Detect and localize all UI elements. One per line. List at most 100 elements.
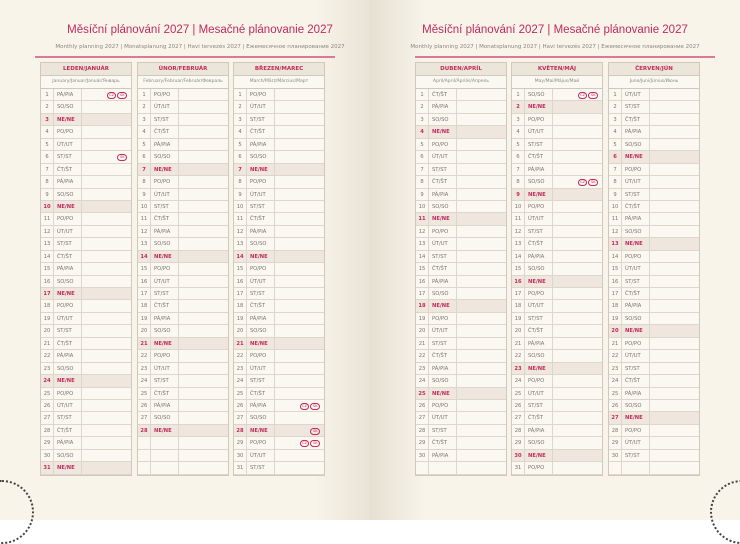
day-row[interactable]: 8 PO/PO	[234, 176, 324, 189]
day-row[interactable]: 11 PÁ/PIA	[609, 213, 699, 226]
day-row[interactable]: 22 ÚT/UT	[609, 350, 699, 363]
day-row[interactable]: 12 PÁ/PIA	[234, 225, 324, 239]
day-row[interactable]: 28 ST/ST	[416, 424, 506, 438]
day-row[interactable]: 25 ČT/ŠT	[234, 387, 324, 400]
day-row[interactable]: 7 PO/PO	[609, 163, 699, 177]
day-row[interactable]: 25 ČT/ŠT	[138, 387, 228, 400]
day-row[interactable]: 4 ČT/ŠT	[138, 126, 228, 139]
day-row[interactable]	[138, 462, 228, 475]
day-row[interactable]: 9 ÚT/UT	[138, 188, 228, 201]
day-row[interactable]: 16 SO/SO	[41, 275, 131, 288]
day-row[interactable]: 27 ÚT/UT	[416, 412, 506, 425]
day-row[interactable]: 3 SO/SO	[416, 113, 506, 127]
day-row[interactable]: 26 PÁ/PIA	[138, 399, 228, 413]
day-row[interactable]: 24 ST/ST	[234, 375, 324, 388]
day-row[interactable]: 6 ST/ST SK	[41, 151, 131, 164]
day-row[interactable]: 12 PÁ/PIA	[138, 225, 228, 239]
day-row[interactable]: 1 PO/PO	[234, 89, 324, 102]
day-row[interactable]: 8 ČT/ŠT	[416, 176, 506, 189]
day-row[interactable]: 2 ÚT/UT	[138, 101, 228, 114]
day-row[interactable]: 28 PO/PO	[609, 424, 699, 438]
day-row[interactable]: 5 SO/SO	[609, 138, 699, 152]
day-row[interactable]: 19 SO/SO	[609, 312, 699, 326]
day-row[interactable]: 23 PÁ/PIA	[416, 362, 506, 376]
day-row[interactable]: 31 PO/PO	[512, 462, 602, 475]
day-row[interactable]	[138, 449, 228, 463]
day-row[interactable]: 9 NE/NE	[512, 188, 602, 201]
day-row[interactable]: 4 NE/NE	[416, 126, 506, 139]
day-row[interactable]: 3 ČT/ŠT	[609, 113, 699, 127]
day-row[interactable]: 28 NE/NE SK	[234, 424, 324, 438]
day-row[interactable]: 14 ČT/ŠT	[41, 250, 131, 264]
day-row[interactable]: 5 PÁ/PIA	[138, 138, 228, 152]
day-row[interactable]: 15 ČT/ŠT	[416, 263, 506, 276]
day-row[interactable]: 24 ČT/ŠT	[609, 375, 699, 388]
day-row[interactable]: 14 ST/ST	[416, 250, 506, 264]
day-row[interactable]: 28 ČT/ŠT	[41, 424, 131, 438]
day-row[interactable]: 8 PO/PO	[138, 176, 228, 189]
day-row[interactable]: 27 ST/ST	[41, 412, 131, 425]
day-row[interactable]: 16 ST/ST	[609, 275, 699, 288]
day-row[interactable]	[609, 462, 699, 475]
day-row[interactable]: 23 NE/NE	[512, 362, 602, 376]
day-row[interactable]: 4 PÁ/PIA	[609, 126, 699, 139]
day-row[interactable]: 7 ČT/ŠT	[41, 163, 131, 177]
day-row[interactable]: 20 SO/SO	[234, 325, 324, 338]
day-row[interactable]: 24 SO/SO	[416, 375, 506, 388]
day-row[interactable]: 13 NE/NE	[609, 238, 699, 251]
day-row[interactable]: 26 PO/PO	[416, 399, 506, 413]
day-row[interactable]: 14 PÁ/PIA	[512, 250, 602, 264]
day-row[interactable]: 27 ČT/ŠT	[512, 412, 602, 425]
day-row[interactable]: 5 ST/ST	[512, 138, 602, 152]
day-row[interactable]: 19 PÁ/PIA	[234, 312, 324, 326]
day-row[interactable]: 6 ČT/ŠT	[512, 151, 602, 164]
day-row[interactable]: 24 ST/ST	[138, 375, 228, 388]
day-row[interactable]: 25 PO/PO	[41, 387, 131, 400]
day-row[interactable]: 29 SO/SO	[512, 437, 602, 450]
day-row[interactable]: 1 SO/SO CZ SK	[512, 89, 602, 102]
day-row[interactable]: 25 ÚT/UT	[512, 387, 602, 400]
day-row[interactable]: 17 ST/ST	[138, 288, 228, 301]
day-row[interactable]: 20 NE/NE	[609, 325, 699, 338]
day-row[interactable]: 13 SO/SO	[234, 238, 324, 251]
day-row[interactable]	[138, 437, 228, 450]
day-row[interactable]: 8 ÚT/UT	[609, 176, 699, 189]
day-row[interactable]: 17 ST/ST	[234, 288, 324, 301]
day-row[interactable]: 14 PO/PO	[609, 250, 699, 264]
day-row[interactable]: 26 SO/SO	[609, 399, 699, 413]
day-row[interactable]: 6 NE/NE	[609, 151, 699, 164]
day-row[interactable]: 31 ST/ST	[234, 462, 324, 475]
day-row[interactable]: 8 SO/SO CZ SK	[512, 176, 602, 189]
day-row[interactable]: 5 PO/PO	[416, 138, 506, 152]
day-row[interactable]: 17 SO/SO	[416, 288, 506, 301]
day-row[interactable]: 15 SO/SO	[512, 263, 602, 276]
day-row[interactable]: 16 ÚT/UT	[234, 275, 324, 288]
day-row[interactable]: 30 NE/NE	[512, 449, 602, 463]
day-row[interactable]: 9 SO/SO	[41, 188, 131, 201]
day-row[interactable]: 18 ČT/ŠT	[138, 300, 228, 313]
day-row[interactable]: 28 NE/NE	[138, 424, 228, 438]
day-row[interactable]: 26 PÁ/PIA CZ SK	[234, 399, 324, 413]
day-row[interactable]: 21 PO/PO	[609, 337, 699, 351]
day-row[interactable]: 19 ÚT/UT	[41, 312, 131, 326]
day-row[interactable]: 18 PÁ/PIA	[609, 300, 699, 313]
day-row[interactable]: 5 PÁ/PIA	[234, 138, 324, 152]
day-row[interactable]: 12 ÚT/UT	[41, 225, 131, 239]
day-row[interactable]: 9 ÚT/UT	[234, 188, 324, 201]
day-row[interactable]: 30 PÁ/PIA	[416, 449, 506, 463]
day-row[interactable]: 8 PÁ/PIA	[41, 176, 131, 189]
day-row[interactable]: 21 NE/NE	[138, 337, 228, 351]
day-row[interactable]: 16 NE/NE	[512, 275, 602, 288]
day-row[interactable]: 6 SO/SO	[138, 151, 228, 164]
day-row[interactable]: 2 NE/NE	[512, 101, 602, 114]
day-row[interactable]: 22 PO/PO	[138, 350, 228, 363]
day-row[interactable]: 27 SO/SO	[234, 412, 324, 425]
day-row[interactable]: 13 ÚT/UT	[416, 238, 506, 251]
day-row[interactable]: 20 ČT/ŠT	[512, 325, 602, 338]
day-row[interactable]: 6 SO/SO	[234, 151, 324, 164]
day-row[interactable]: 1 PO/PO	[138, 89, 228, 102]
day-row[interactable]: 20 ÚT/UT	[416, 325, 506, 338]
day-row[interactable]: 21 NE/NE	[234, 337, 324, 351]
day-row[interactable]: 13 SO/SO	[138, 238, 228, 251]
day-row[interactable]: 29 PÁ/PIA	[41, 437, 131, 450]
